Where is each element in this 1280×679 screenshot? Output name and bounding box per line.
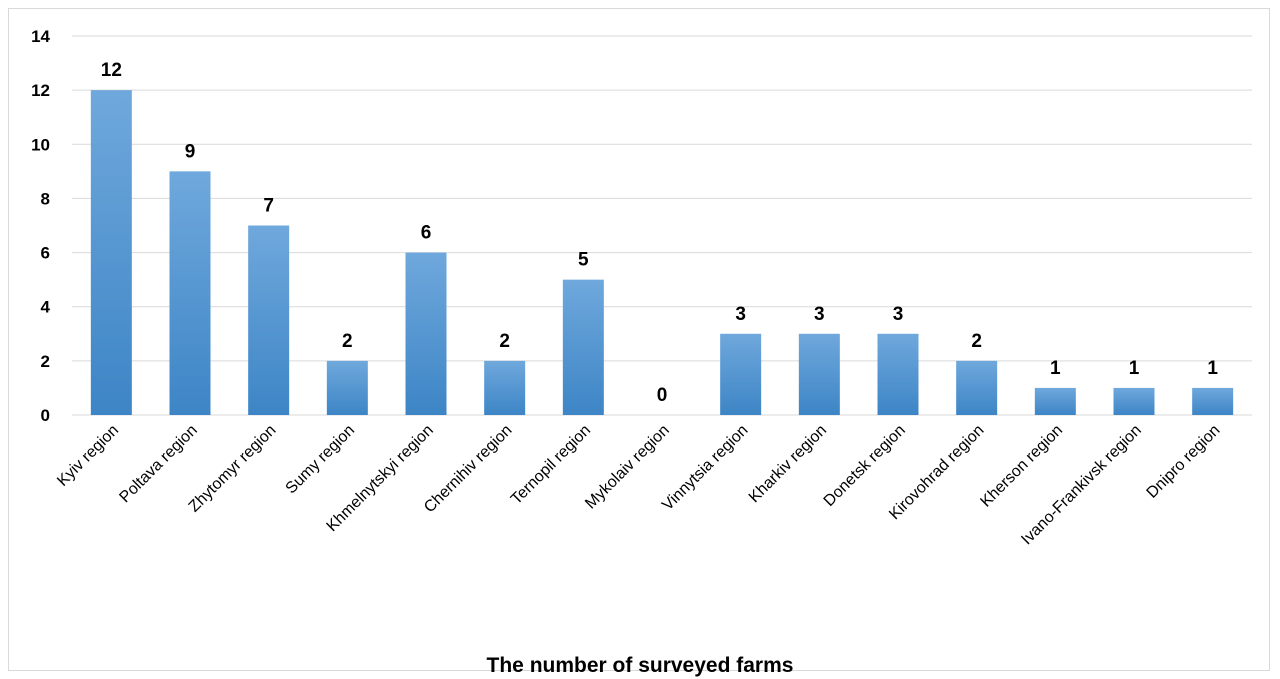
bars [90, 90, 1234, 416]
bar [877, 333, 919, 415]
bar [562, 279, 604, 415]
data-label: 2 [971, 331, 982, 352]
data-label: 6 [421, 223, 432, 244]
data-label: 3 [735, 304, 746, 325]
x-axis-title: The number of surveyed farms [487, 654, 794, 677]
bar [169, 171, 211, 415]
category-label: Zhytomyr region [186, 422, 280, 516]
category-label: Vinnytsia region [659, 422, 751, 514]
y-tick-label: 12 [31, 81, 50, 100]
y-tick-label: 2 [41, 352, 50, 371]
data-label: 12 [101, 60, 122, 81]
data-label: 7 [263, 196, 274, 217]
data-label: 3 [893, 304, 904, 325]
category-label: Chernihiv region [421, 422, 515, 516]
category-label: Kyiv region [54, 422, 122, 490]
category-label: Kherson region [977, 422, 1066, 511]
data-label: 2 [342, 331, 353, 352]
y-tick-label: 6 [41, 244, 50, 263]
bar [248, 225, 290, 415]
chart-frame [8, 8, 1270, 671]
category-label: Sumy region [283, 422, 359, 498]
category-label: Donetsk region [821, 422, 909, 510]
category-label: Poltava region [116, 422, 200, 506]
category-label: Mykolaiv region [582, 422, 673, 513]
data-label: 0 [657, 385, 668, 406]
bar [1034, 387, 1076, 415]
bar [484, 360, 526, 415]
y-tick-label: 4 [41, 298, 51, 317]
bar [90, 90, 132, 416]
bar [798, 333, 840, 415]
data-label: 1 [1050, 358, 1061, 379]
data-labels: 12 9 7 2 6 2 5 0 3 3 3 2 1 1 1 [101, 60, 1219, 406]
y-tick-label: 8 [41, 189, 50, 208]
bar [1192, 387, 1234, 415]
data-label: 2 [499, 331, 510, 352]
bar [720, 333, 762, 415]
category-label: Ternopil region [508, 422, 594, 508]
bar [405, 252, 447, 415]
y-tick-label: 10 [31, 135, 50, 154]
data-label: 3 [814, 304, 825, 325]
data-label: 9 [185, 141, 196, 162]
data-label: 5 [578, 250, 589, 271]
bar [326, 360, 368, 415]
data-label: 1 [1207, 358, 1218, 379]
y-tick-label: 14 [31, 27, 50, 46]
y-tick-label: 0 [41, 406, 50, 425]
bar [956, 360, 998, 415]
bar [1113, 387, 1155, 415]
category-label: Dnipro region [1144, 422, 1224, 502]
data-label: 1 [1129, 358, 1140, 379]
y-axis-ticks: 0 2 4 6 8 10 12 14 [31, 27, 50, 425]
category-label: Kharkiv region [746, 422, 830, 506]
